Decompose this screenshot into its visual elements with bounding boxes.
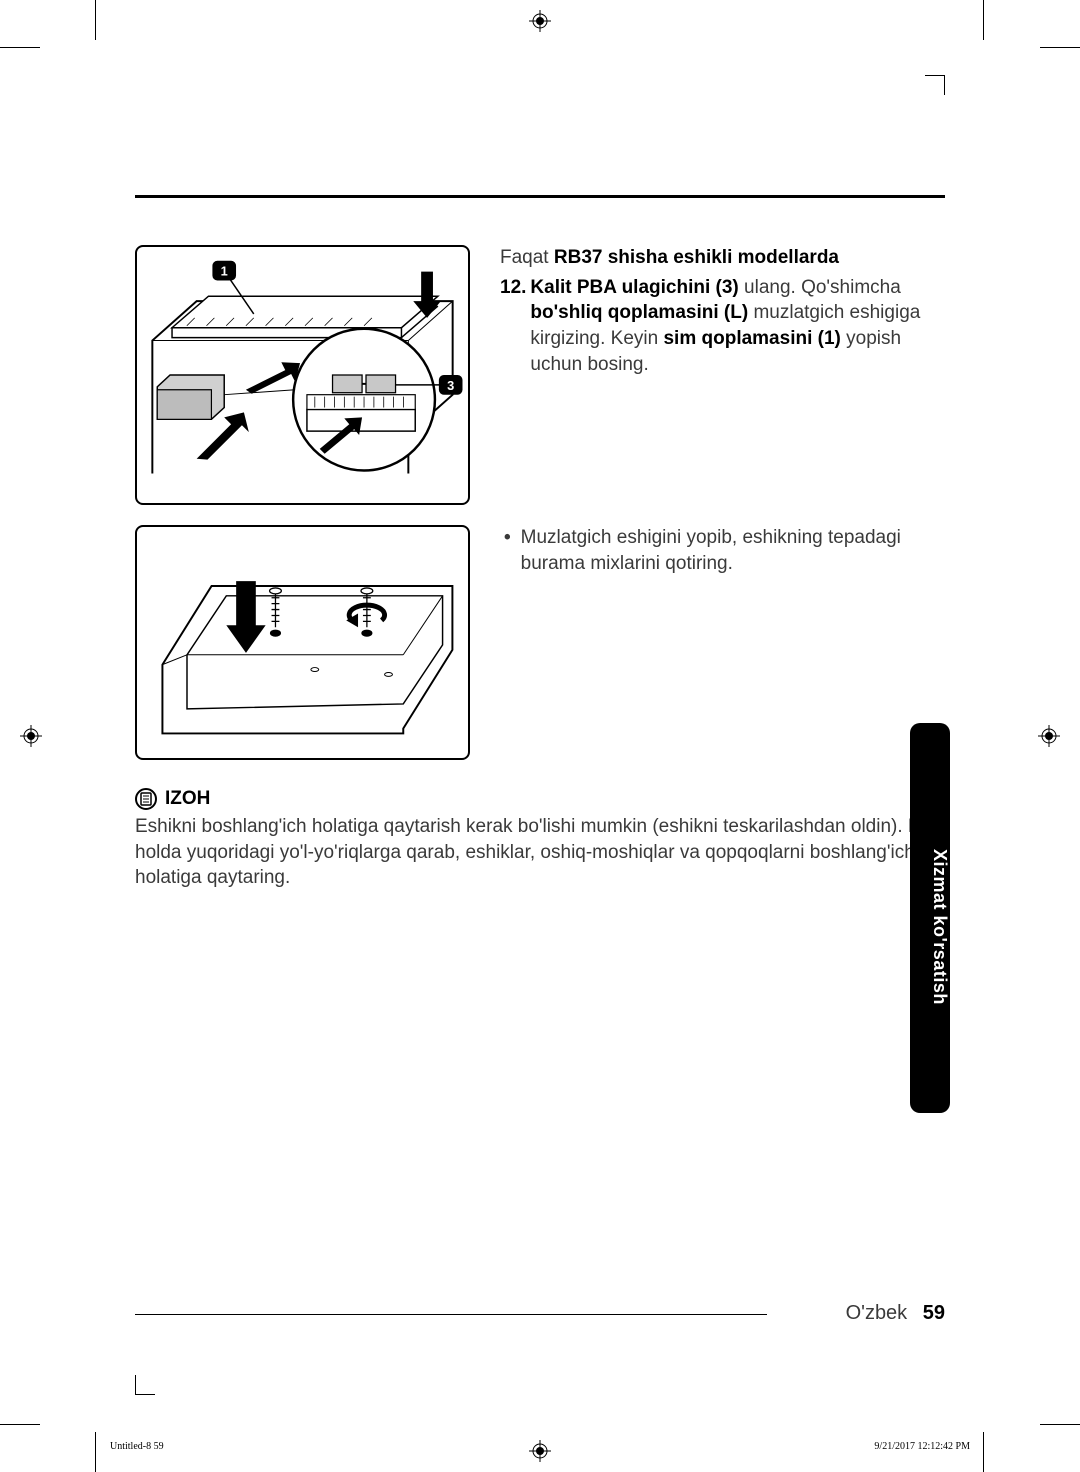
footer-language: O'zbek xyxy=(846,1302,908,1324)
svg-text:3: 3 xyxy=(447,378,454,393)
footer: O'zbek 59 xyxy=(846,1302,945,1325)
bullet-body: Muzlatgich eshigini yopib, eshikning tep… xyxy=(521,525,945,576)
step-number: 12. xyxy=(500,275,526,378)
corner-mark xyxy=(135,1375,155,1395)
registration-mark-right xyxy=(1038,725,1060,747)
bullet-text: • Muzlatgich eshigini yopib, eshikning t… xyxy=(500,525,945,760)
print-meta-filename: Untitled-8 59 xyxy=(110,1441,164,1452)
step-12-text: Faqat RB37 shisha eshikli modellarda 12.… xyxy=(500,245,945,505)
corner-mark xyxy=(925,75,945,95)
note-label: IZOH xyxy=(165,788,210,810)
bullet-marker: • xyxy=(504,525,511,576)
note-body: Eshikni boshlang'ich holatiga qaytarish … xyxy=(135,814,945,891)
crop-mark xyxy=(1040,1424,1080,1425)
section-tab: Xizmat ko'rsatish xyxy=(910,723,950,1113)
figure-screw-diagram xyxy=(135,525,470,760)
svg-text:1: 1 xyxy=(221,264,228,279)
instruction-row: 1 3 Faqat RB37 shisha eshikli modellarda… xyxy=(135,245,945,505)
model-note-bold: RB37 shisha eshikli modellarda xyxy=(554,247,839,268)
crop-mark xyxy=(95,0,96,40)
registration-mark-left xyxy=(20,725,42,747)
footer-rule xyxy=(135,1314,767,1315)
crop-mark xyxy=(0,47,40,48)
registration-mark-bottom xyxy=(529,1440,551,1462)
model-note-prefix: Faqat xyxy=(500,247,554,268)
footer-page-number: 59 xyxy=(923,1302,945,1324)
note-block: IZOH Eshikni boshlang'ich holatiga qayta… xyxy=(135,788,945,891)
page-content: 1 3 Faqat RB37 shisha eshikli modellarda… xyxy=(135,75,945,1395)
crop-mark xyxy=(1040,47,1080,48)
crop-mark xyxy=(983,1432,984,1472)
crop-mark xyxy=(0,1424,40,1425)
section-rule xyxy=(135,195,945,198)
step-body: Kalit PBA ulagichini (3) ulang. Qo'shimc… xyxy=(530,275,945,378)
registration-mark-top xyxy=(529,10,551,32)
figure-connector-diagram: 1 3 xyxy=(135,245,470,505)
crop-mark xyxy=(95,1432,96,1472)
print-meta-timestamp: 9/21/2017 12:12:42 PM xyxy=(874,1441,970,1452)
instruction-row: • Muzlatgich eshigini yopib, eshikning t… xyxy=(135,525,945,760)
note-icon xyxy=(135,788,157,810)
crop-mark xyxy=(983,0,984,40)
